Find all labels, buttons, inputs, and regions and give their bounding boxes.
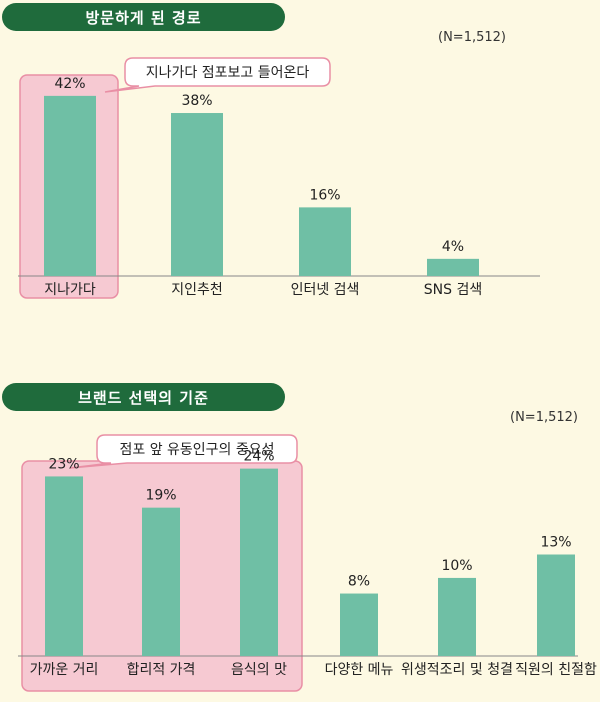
bar [45,476,83,656]
chart-brand-criteria-svg: 점포 앞 유동인구의 중요성 23% 가까운 거리 19% 합리적 가격 24% 음식의 맛… [18,434,597,692]
bar [171,113,223,277]
data-label: 24% [243,449,274,465]
sample-size-note: (N=1,512) [510,410,578,425]
category-label: 합리적 가격 [127,662,196,678]
data-label: 10% [441,558,472,574]
sample-size-note: (N=1,512) [438,30,506,45]
callout-text: 점포 앞 유동인구의 중요성 [119,442,274,458]
data-label: 4% [442,239,464,255]
bar [240,468,278,656]
data-label: 13% [540,535,571,551]
data-label: 38% [181,93,212,109]
category-label: SNS 검색 [424,282,482,298]
callout-text: 지나가다 점포보고 들어온다 [146,65,310,81]
chart-title: 방문하게 된 경로 [2,3,285,31]
category-label: 직원의 친절함 [515,662,597,678]
bar [438,577,476,656]
category-label: 음식의 맛 [231,662,287,678]
category-label: 지나가다 [44,282,96,298]
chart-brand-criteria: 브랜드 선택의 기준 (N=1,512) 점포 앞 유동인구의 중요성 23% 가까… [0,380,600,702]
bar [340,593,378,656]
bar [44,95,96,276]
category-label: 인터넷 검색 [291,282,360,298]
bar [537,554,575,656]
bar [427,258,479,276]
bar [142,507,180,656]
category-label: 지인추천 [171,282,223,298]
data-label: 42% [54,76,85,92]
chart-title: 브랜드 선택의 기준 [2,383,285,411]
category-label: 다양한 메뉴 [325,662,394,678]
data-label: 19% [145,488,176,504]
data-label: 8% [348,574,370,590]
data-label: 16% [309,187,340,203]
chart-visit-route: 방문하게 된 경로 (N=1,512) 지나가다 점포보고 들어온다 42% 지나가… [0,0,600,320]
category-label: 가까운 거리 [30,662,99,678]
callout-bubble [104,57,331,93]
data-label: 23% [48,456,79,472]
callout-bubble [69,434,298,469]
chart-visit-route-svg: 지나가다 점포보고 들어온다 42% 지나가다 38% 지인추천 16% 인터넷 검색 4% S… [18,57,540,299]
bar [299,207,351,276]
category-label: 위생적조리 및 청결 [401,662,513,678]
